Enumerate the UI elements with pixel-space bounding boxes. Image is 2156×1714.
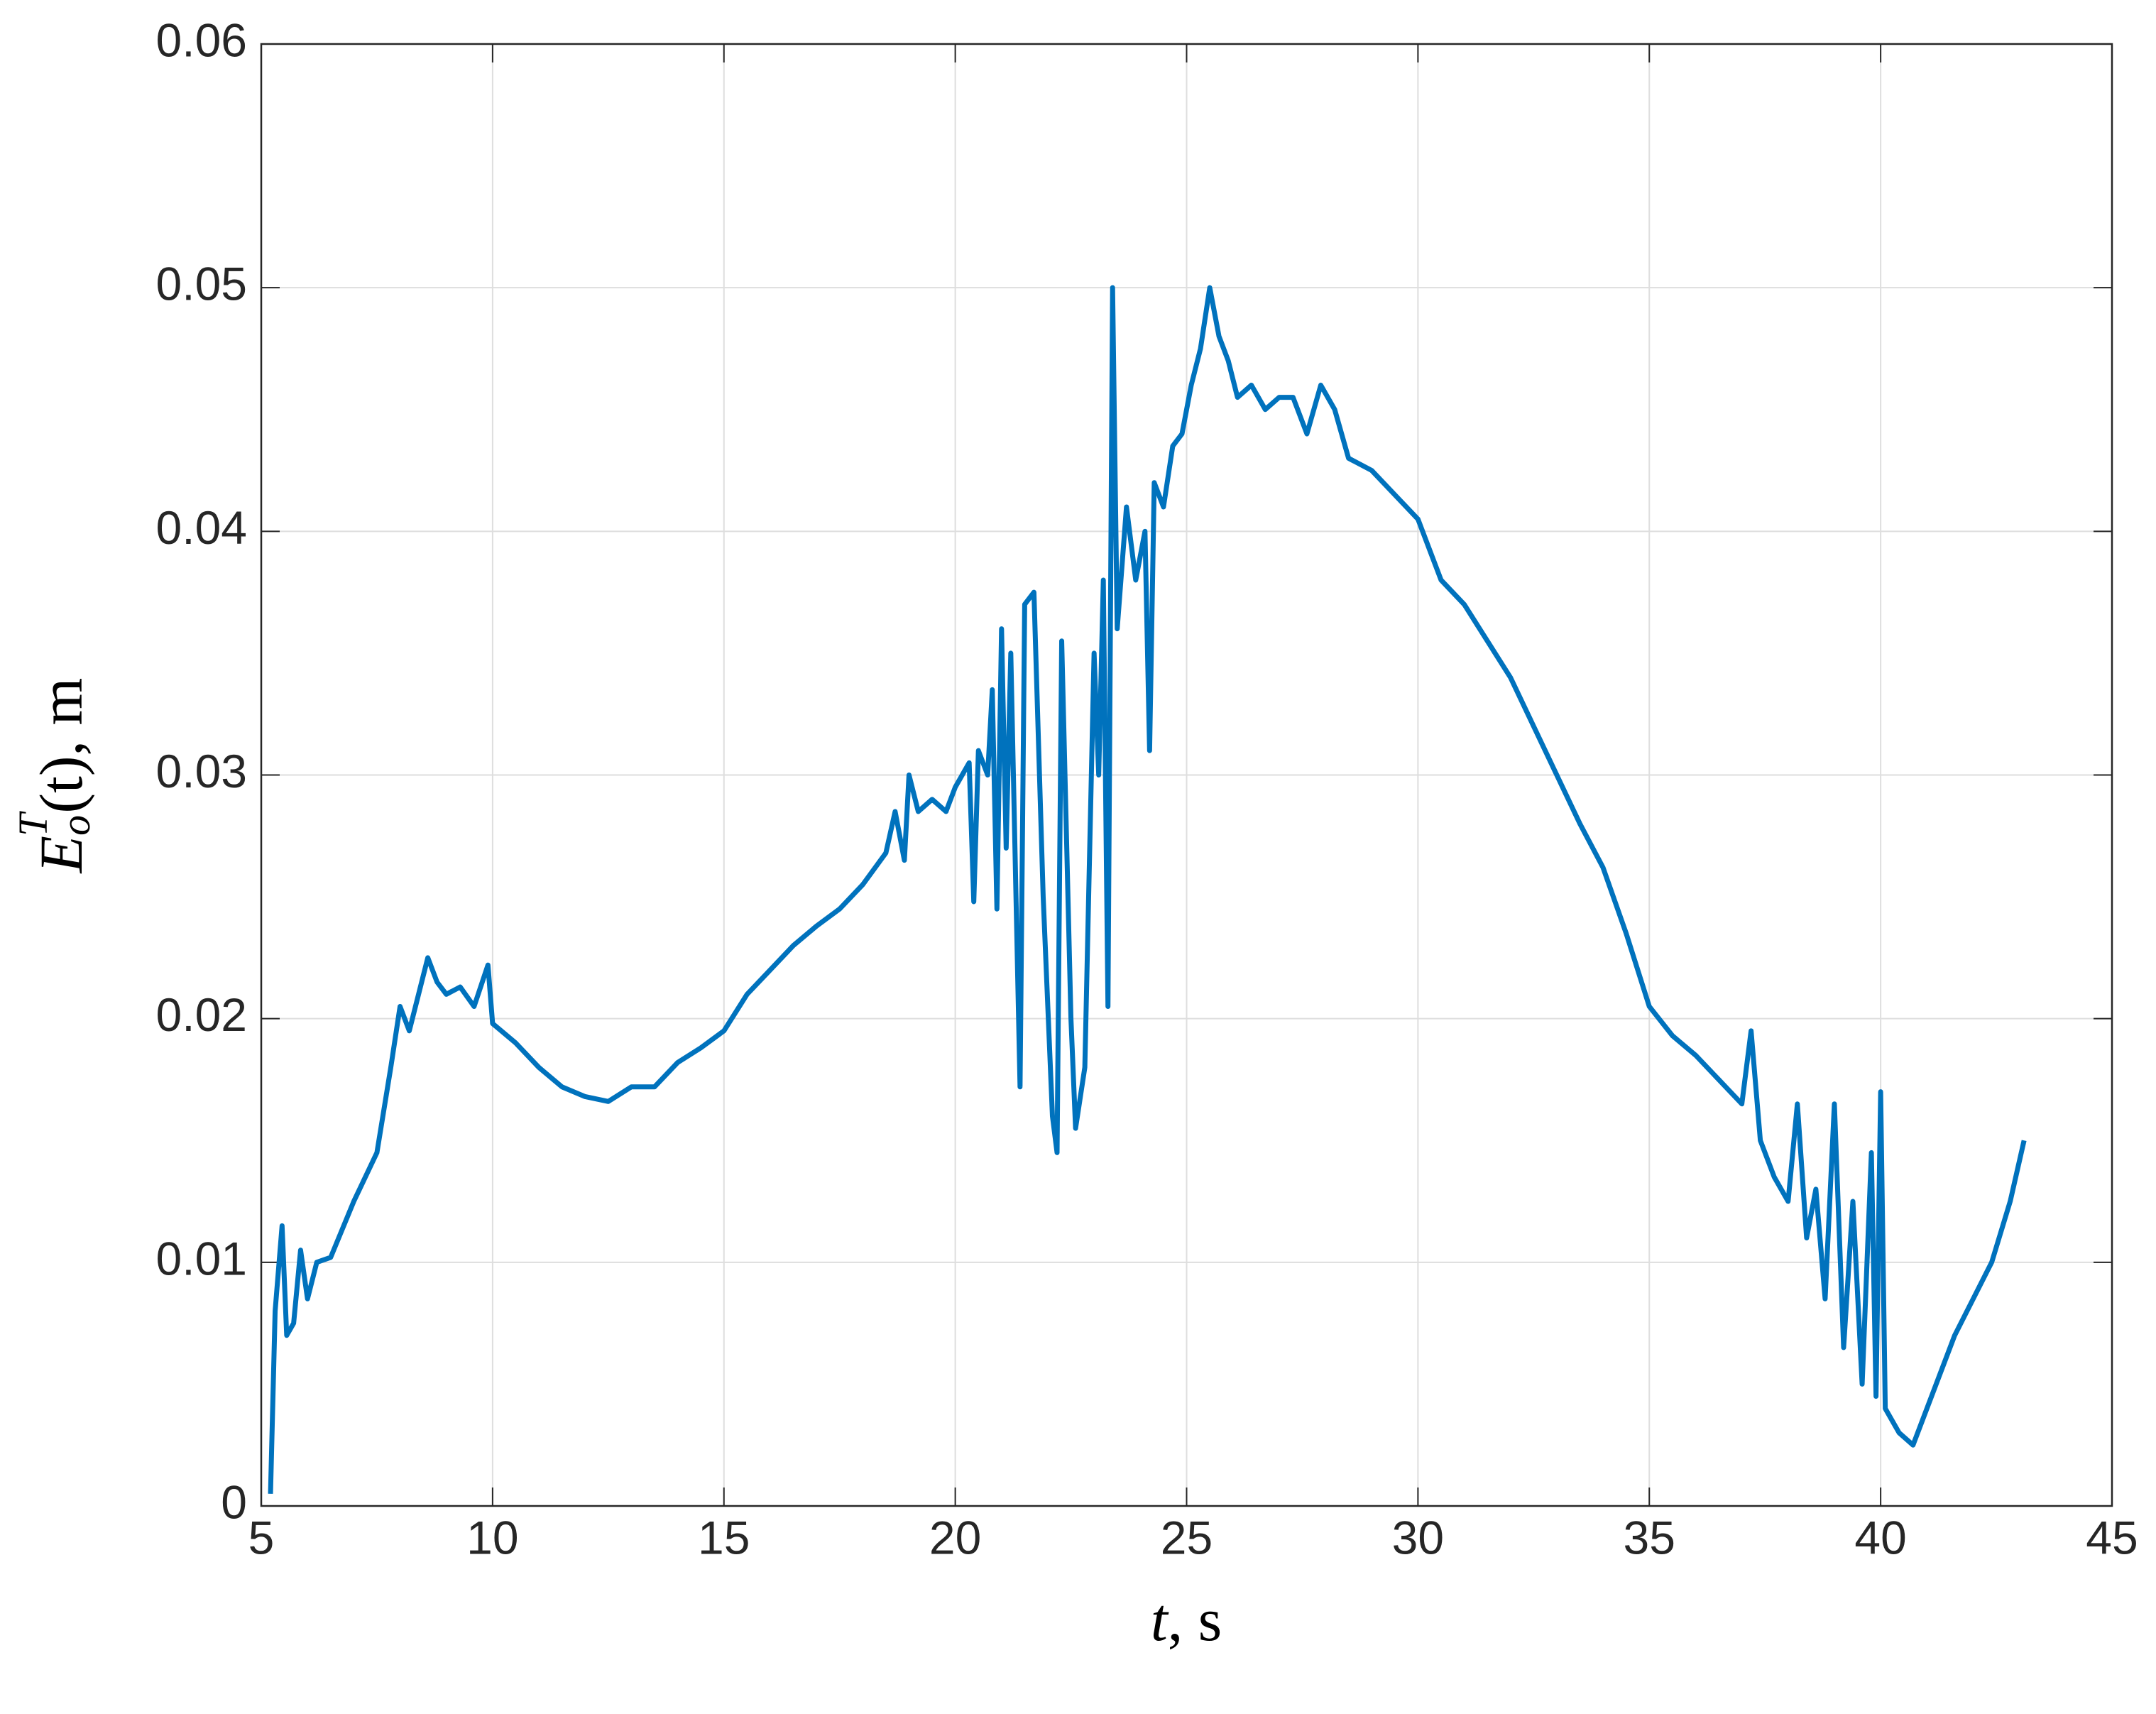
x-label-unit: , s xyxy=(1168,1585,1222,1654)
y-tick-label: 0 xyxy=(221,1475,247,1528)
x-tick-label: 45 xyxy=(2086,1511,2138,1563)
y-tick-label: 0.06 xyxy=(156,13,247,66)
x-tick-label: 25 xyxy=(1161,1511,1213,1563)
y-tick-label: 0.02 xyxy=(156,988,247,1041)
y-label-sub: o xyxy=(53,815,99,836)
x-tick-label: 10 xyxy=(466,1511,518,1563)
x-tick-label: 20 xyxy=(929,1511,981,1563)
data-line xyxy=(268,285,2027,1494)
y-tick-label: 0.05 xyxy=(156,258,247,310)
y-label-base: E xyxy=(27,836,95,875)
y-tick-label: 0.04 xyxy=(156,501,247,554)
y-label-rest: (t), m xyxy=(27,678,95,814)
y-label-sup: T xyxy=(10,811,56,836)
y-axis-label: EoT(t), m xyxy=(10,678,99,875)
x-label-var: t xyxy=(1151,1585,1169,1654)
x-tick-label: 30 xyxy=(1392,1511,1444,1563)
y-tick-label: 0.03 xyxy=(156,745,247,797)
plot-frame xyxy=(260,43,2113,1507)
x-tick-label: 35 xyxy=(1624,1511,1675,1563)
x-axis-label: t, s xyxy=(1151,1585,1222,1654)
y-tick-label: 0.01 xyxy=(156,1232,247,1284)
x-tick-label: 5 xyxy=(248,1511,275,1563)
x-tick-label: 15 xyxy=(698,1511,750,1563)
x-tick-label: 40 xyxy=(1854,1511,1906,1563)
